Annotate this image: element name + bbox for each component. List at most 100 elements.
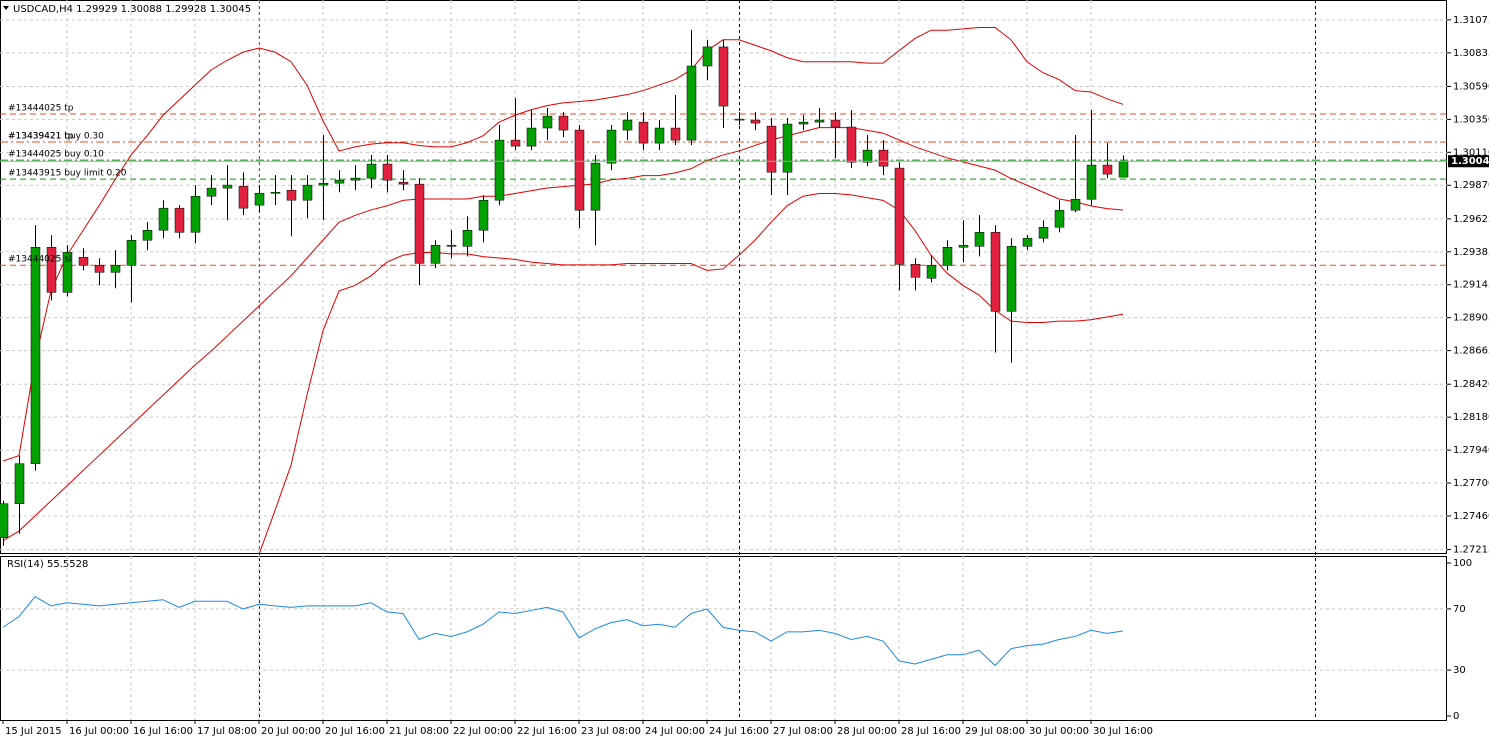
- candle-body: [1102, 164, 1113, 175]
- candle-body: [254, 192, 265, 206]
- candle-body: [398, 181, 409, 185]
- candle-body: [366, 163, 377, 179]
- candle-body: [590, 162, 601, 211]
- candle-body: [206, 187, 217, 197]
- indicator-panel: [0, 556, 1447, 721]
- candle-body: [606, 129, 617, 164]
- order-label: #13444025 buy 0.10: [8, 150, 104, 160]
- candle-body: [0, 503, 9, 539]
- y-tick-label: 1.27700: [1453, 478, 1489, 489]
- candle-body: [158, 207, 169, 231]
- candle-body: [958, 244, 969, 248]
- candle-body: [46, 247, 57, 293]
- x-tick-label: 20 Jul 00:00: [261, 726, 321, 737]
- y-tick-label: 30: [1453, 665, 1466, 676]
- y-tick-label: 1.30350: [1453, 114, 1489, 125]
- candle-body: [238, 185, 249, 209]
- candle-body: [702, 46, 713, 67]
- candle-body: [862, 149, 873, 163]
- y-tick-label: 70: [1453, 604, 1466, 615]
- candle-body: [1022, 237, 1033, 247]
- candle-body: [894, 167, 905, 265]
- y-tick-label: 1.28665: [1453, 346, 1489, 357]
- candle-body: [222, 184, 233, 189]
- candle-body: [1006, 246, 1017, 312]
- candle-body: [926, 264, 937, 279]
- y-tick-label: 1.28420: [1453, 379, 1489, 390]
- candle-body: [622, 119, 633, 131]
- candle-body: [142, 230, 153, 241]
- candle-body: [782, 123, 793, 173]
- bollinger-band: [2, 26, 1124, 462]
- candle-body: [494, 139, 505, 201]
- x-tick-label: 22 Jul 16:00: [517, 726, 577, 737]
- x-tick-label: 30 Jul 00:00: [1029, 726, 1089, 737]
- candle-body: [1038, 226, 1049, 239]
- candle-body: [558, 115, 569, 131]
- y-tick-label: 100: [1453, 558, 1472, 569]
- candle-body: [110, 264, 121, 273]
- candle-body: [30, 247, 41, 464]
- y-tick-label: 1.29625: [1453, 214, 1489, 225]
- period-separators: [259, 0, 1316, 720]
- price-plot: [0, 0, 1447, 553]
- rsi-line: [2, 596, 1124, 667]
- indicator-plot: [0, 556, 1447, 720]
- candle-body: [814, 119, 825, 123]
- y-tick-label: 1.31075: [1453, 15, 1489, 26]
- order-label: #13443915 buy limit 0.20: [8, 169, 127, 179]
- y-tick-label: 1.30590: [1453, 81, 1489, 92]
- bollinger-band: [2, 127, 1124, 542]
- y-tick-label: 1.27940: [1453, 445, 1489, 456]
- candle-body: [94, 264, 105, 273]
- candle-body: [942, 247, 953, 266]
- candle-body: [270, 191, 281, 194]
- bollinger-band: [258, 192, 1124, 553]
- candle-body: [174, 207, 185, 233]
- y-tick-label: 1.28180: [1453, 412, 1489, 423]
- candle-body: [686, 65, 697, 141]
- candle-body: [974, 232, 985, 247]
- candle-body: [654, 127, 665, 144]
- chart-title: USDCAD,H4 1.29929 1.30088 1.29928 1.3004…: [13, 4, 251, 15]
- x-tick-label: 29 Jul 08:00: [965, 726, 1025, 737]
- candle-body: [350, 177, 361, 181]
- candle-body: [734, 118, 745, 121]
- x-tick-label: 28 Jul 00:00: [837, 726, 897, 737]
- y-tick-label: 1.30835: [1453, 48, 1489, 59]
- candle-body: [542, 115, 553, 129]
- x-tick-label: 20 Jul 16:00: [325, 726, 385, 737]
- candle-body: [750, 119, 761, 124]
- x-tick-label: 23 Jul 08:00: [581, 726, 641, 737]
- candle-body: [830, 119, 841, 128]
- candle-body: [526, 127, 537, 147]
- candle-body: [798, 121, 809, 125]
- candle-body: [14, 463, 25, 504]
- x-tick-label: 30 Jul 16:00: [1093, 726, 1153, 737]
- candle-body: [286, 189, 297, 201]
- candle-body: [302, 184, 313, 201]
- order-label: #13444025 sl: [8, 255, 71, 265]
- candle-body: [1054, 209, 1065, 228]
- x-tick-label: 21 Jul 08:00: [389, 726, 449, 737]
- order-label: #13439421 buy 0.30: [8, 132, 104, 142]
- candle-body: [382, 163, 393, 181]
- candle-body: [990, 232, 1001, 312]
- candle-body: [574, 129, 585, 211]
- y-tick-label: 1.30110: [1453, 147, 1489, 158]
- x-tick-label: 24 Jul 16:00: [709, 726, 769, 737]
- candle-body: [846, 126, 857, 163]
- candle-body: [62, 252, 73, 293]
- y-tick-label: 1.27215: [1453, 545, 1489, 556]
- candle-body: [446, 244, 457, 247]
- y-tick-label: 1.27460: [1453, 511, 1489, 522]
- price-marker-label: 1.30045: [1451, 156, 1489, 167]
- candle-body: [1070, 198, 1081, 211]
- y-tick-label: 1.28905: [1453, 313, 1489, 324]
- candle-body: [334, 179, 345, 184]
- x-tick-label: 27 Jul 08:00: [773, 726, 833, 737]
- candle-body: [414, 183, 425, 264]
- order-label: #13444025 tp: [8, 104, 74, 114]
